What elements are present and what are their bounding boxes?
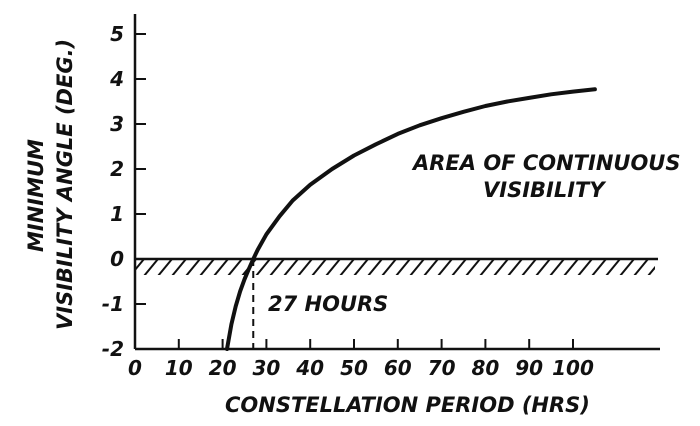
y-tick-label: -2 xyxy=(102,337,124,361)
x-tick-label: 100 xyxy=(552,356,594,380)
visibility-curve xyxy=(225,87,597,351)
y-tick-label: 5 xyxy=(110,22,124,46)
hatch-stroke xyxy=(409,259,425,275)
hatch-stroke xyxy=(535,259,551,275)
x-axis-title: CONSTELLATION PERIOD (HRS) xyxy=(225,393,590,417)
x-tick-label: 20 xyxy=(209,356,237,380)
hatch-stroke xyxy=(577,259,593,275)
x-tick-label: 90 xyxy=(515,356,543,380)
x-axis-ticks: 0 10 20 30 40 50 60 70 80 90 100 xyxy=(128,339,594,380)
x-tick-label: 70 xyxy=(428,356,456,380)
hatch-stroke xyxy=(171,259,187,275)
hatch-stroke xyxy=(255,259,271,275)
no-visibility-hatch xyxy=(135,259,690,276)
hatch-stroke xyxy=(213,259,229,275)
hatch-stroke xyxy=(395,259,411,275)
y-tick-label: 0 xyxy=(110,247,124,271)
hatch-stroke xyxy=(353,259,369,275)
hatch-stroke xyxy=(605,259,621,275)
crossing-label: 27 HOURS xyxy=(268,292,388,316)
hatch-stroke xyxy=(662,259,676,276)
hatch-stroke xyxy=(647,265,655,275)
hatch-stroke xyxy=(157,259,173,275)
y-tick-label: 2 xyxy=(110,157,124,181)
y-axis-ticks: 5 4 3 2 1 0 -1 -2 xyxy=(102,22,146,361)
hatch-stroke xyxy=(507,259,523,275)
region-label-line1: AREA OF CONTINUOUS xyxy=(411,151,680,175)
hatch-stroke xyxy=(143,259,159,275)
hatch-stroke xyxy=(423,259,439,275)
hatch-stroke xyxy=(325,259,341,275)
y-axis-title-line2: VISIBILITY ANGLE (DEG.) xyxy=(53,39,77,330)
hatch-stroke xyxy=(135,259,145,272)
x-tick-label: 30 xyxy=(252,356,280,380)
x-tick-label: 0 xyxy=(128,356,142,380)
hatch-stroke xyxy=(451,259,467,275)
y-tick-label: 1 xyxy=(110,202,124,226)
hatch-stroke xyxy=(283,259,299,275)
y-tick-label: 4 xyxy=(109,67,124,91)
hatch-stroke xyxy=(367,259,383,275)
hatch-stroke xyxy=(591,259,607,275)
hatch-stroke xyxy=(676,259,690,276)
y-axis-title-line1: MINIMUM xyxy=(24,139,48,252)
hatch-stroke xyxy=(549,259,565,275)
x-tick-label: 50 xyxy=(340,356,368,380)
y-tick-label: 3 xyxy=(110,112,124,136)
hatch-stroke xyxy=(619,259,635,275)
y-tick-label: -1 xyxy=(102,292,124,316)
hatch-stroke xyxy=(465,259,481,275)
hatch-stroke xyxy=(633,259,649,275)
x-tick-label: 80 xyxy=(471,356,499,380)
hatch-stroke xyxy=(269,259,285,275)
hatch-stroke xyxy=(521,259,537,275)
x-tick-label: 60 xyxy=(384,356,412,380)
region-label-line2: VISIBILITY xyxy=(483,178,606,202)
x-tick-label: 10 xyxy=(165,356,193,380)
x-tick-label: 40 xyxy=(295,356,324,380)
hatch-stroke xyxy=(563,259,579,275)
hatch-stroke xyxy=(311,259,327,275)
hatch-stroke xyxy=(185,259,201,275)
hatch-stroke xyxy=(381,259,397,275)
hatch-stroke xyxy=(479,259,495,275)
hatch-stroke xyxy=(437,259,453,275)
hatch-stroke xyxy=(493,259,509,275)
hatch-stroke xyxy=(227,259,243,275)
hatch-stroke xyxy=(339,259,355,275)
hatch-stroke xyxy=(199,259,215,275)
hatch-stroke xyxy=(297,259,313,275)
